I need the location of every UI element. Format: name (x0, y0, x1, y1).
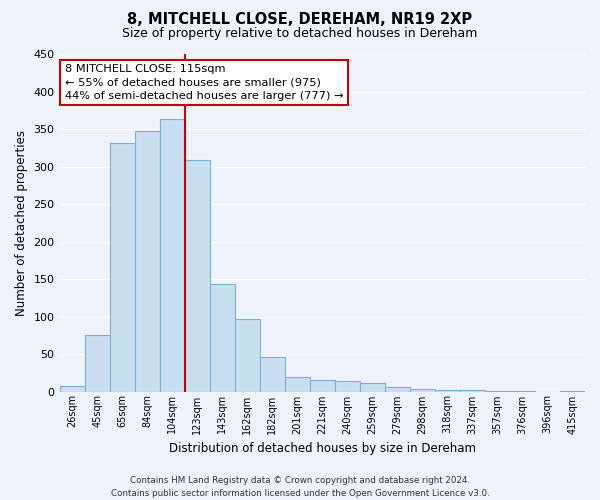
Text: Contains HM Land Registry data © Crown copyright and database right 2024.
Contai: Contains HM Land Registry data © Crown c… (110, 476, 490, 498)
Bar (285, 378, 310, 392)
Bar (59, 386, 85, 392)
Bar (560, 391, 585, 392)
Bar (335, 381, 360, 392)
X-axis label: Distribution of detached houses by size in Dereham: Distribution of detached houses by size … (169, 442, 476, 455)
Bar (209, 284, 235, 392)
Bar (235, 319, 260, 392)
Bar (185, 160, 209, 392)
Text: 8 MITCHELL CLOSE: 115sqm
← 55% of detached houses are smaller (975)
44% of semi-: 8 MITCHELL CLOSE: 115sqm ← 55% of detach… (65, 64, 343, 100)
Text: Size of property relative to detached houses in Dereham: Size of property relative to detached ho… (122, 28, 478, 40)
Bar (460, 390, 485, 392)
Y-axis label: Number of detached properties: Number of detached properties (15, 130, 28, 316)
Bar (435, 390, 460, 392)
Bar (360, 384, 385, 392)
Bar (110, 144, 134, 392)
Bar (485, 391, 510, 392)
Bar (134, 130, 160, 392)
Bar (385, 387, 410, 392)
Bar (260, 357, 285, 392)
Bar (510, 391, 535, 392)
Bar (410, 388, 435, 392)
Bar (160, 120, 185, 392)
Text: 8, MITCHELL CLOSE, DEREHAM, NR19 2XP: 8, MITCHELL CLOSE, DEREHAM, NR19 2XP (127, 12, 473, 28)
Bar (310, 380, 335, 392)
Bar (85, 334, 110, 392)
